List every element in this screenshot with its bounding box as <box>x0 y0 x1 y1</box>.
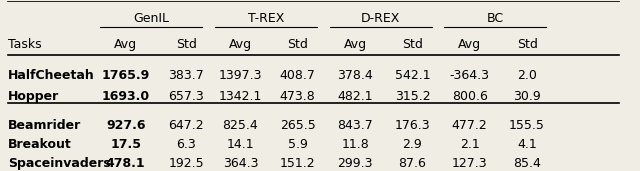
Text: 176.3: 176.3 <box>395 119 430 132</box>
Text: GenIL: GenIL <box>133 12 169 25</box>
Text: 542.1: 542.1 <box>395 69 430 82</box>
Text: T-REX: T-REX <box>248 12 284 25</box>
Text: Tasks: Tasks <box>8 38 42 51</box>
Text: 1342.1: 1342.1 <box>219 89 262 102</box>
Text: Breakout: Breakout <box>8 138 72 151</box>
Text: Avg: Avg <box>228 38 252 51</box>
Text: 11.8: 11.8 <box>341 138 369 151</box>
Text: 2.1: 2.1 <box>460 138 479 151</box>
Text: 151.2: 151.2 <box>280 157 316 170</box>
Text: 843.7: 843.7 <box>337 119 373 132</box>
Text: 1765.9: 1765.9 <box>102 69 150 82</box>
Text: Hopper: Hopper <box>8 89 59 102</box>
Text: 14.1: 14.1 <box>227 138 254 151</box>
Text: 265.5: 265.5 <box>280 119 316 132</box>
Text: 5.9: 5.9 <box>288 138 308 151</box>
Text: 825.4: 825.4 <box>223 119 258 132</box>
Text: 299.3: 299.3 <box>337 157 372 170</box>
Text: Std: Std <box>176 38 196 51</box>
Text: Avg: Avg <box>114 38 137 51</box>
Text: 478.1: 478.1 <box>106 157 145 170</box>
Text: Spaceinvaders: Spaceinvaders <box>8 157 111 170</box>
Text: 155.5: 155.5 <box>509 119 545 132</box>
Text: 482.1: 482.1 <box>337 89 373 102</box>
Text: 85.4: 85.4 <box>513 157 541 170</box>
Text: 2.9: 2.9 <box>403 138 422 151</box>
Text: 192.5: 192.5 <box>168 157 204 170</box>
Text: 17.5: 17.5 <box>110 138 141 151</box>
Text: Std: Std <box>402 38 423 51</box>
Text: 1693.0: 1693.0 <box>102 89 150 102</box>
Text: 408.7: 408.7 <box>280 69 316 82</box>
Text: 4.1: 4.1 <box>517 138 537 151</box>
Text: Std: Std <box>287 38 308 51</box>
Text: -364.3: -364.3 <box>450 69 490 82</box>
Text: 473.8: 473.8 <box>280 89 316 102</box>
Text: 378.4: 378.4 <box>337 69 373 82</box>
Text: 30.9: 30.9 <box>513 89 541 102</box>
Text: 127.3: 127.3 <box>452 157 488 170</box>
Text: Avg: Avg <box>458 38 481 51</box>
Text: 6.3: 6.3 <box>176 138 196 151</box>
Text: 87.6: 87.6 <box>399 157 426 170</box>
Text: 383.7: 383.7 <box>168 69 204 82</box>
Text: 315.2: 315.2 <box>395 89 430 102</box>
Text: 1397.3: 1397.3 <box>219 69 262 82</box>
Text: HalfCheetah: HalfCheetah <box>8 69 95 82</box>
Text: D-REX: D-REX <box>361 12 400 25</box>
Text: 477.2: 477.2 <box>452 119 488 132</box>
Text: 364.3: 364.3 <box>223 157 258 170</box>
Text: 927.6: 927.6 <box>106 119 145 132</box>
Text: BC: BC <box>486 12 504 25</box>
Text: 647.2: 647.2 <box>168 119 204 132</box>
Text: 800.6: 800.6 <box>452 89 488 102</box>
Text: Avg: Avg <box>344 38 367 51</box>
Text: Std: Std <box>516 38 538 51</box>
Text: 2.0: 2.0 <box>517 69 537 82</box>
Text: 657.3: 657.3 <box>168 89 204 102</box>
Text: Beamrider: Beamrider <box>8 119 81 132</box>
